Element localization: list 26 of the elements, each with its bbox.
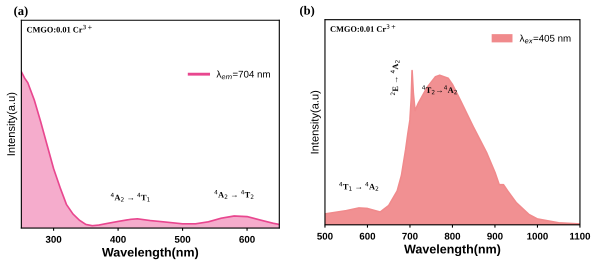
legend-label: λ$_{em}$=704 nm [216, 70, 270, 80]
chart-title: (b) [300, 6, 314, 18]
text: CMGO:0.01 Cr$^{3+}$ [26, 24, 92, 33]
x-tick-label: 900 [487, 232, 503, 240]
x-tick-label: 300 [46, 236, 62, 243]
y-axis-title: Intensity(a.u) [6, 92, 18, 156]
x-tick-label: 1100 [570, 232, 590, 240]
x-tick-label: 600 [239, 236, 255, 243]
x-axis-title: Wavelength(nm) [102, 248, 198, 260]
legend-label: λ$_{ex}$=405 nm [520, 34, 570, 44]
x-tick-label: 500 [317, 232, 333, 240]
annotation: $^{4}$T$_{1}$ → $^{4}$A$_{2}$ [339, 182, 378, 191]
chart-title: (a) [14, 6, 28, 18]
annotation: $^{2}$E → $^{4}$A$_{2}$ [390, 60, 400, 96]
x-tick-label: 700 [402, 232, 418, 240]
x-tick-label: 500 [174, 236, 190, 243]
annotation: $^{4}$A$_{2}$ → $^{4}$T$_{2}$ [214, 190, 254, 199]
y-axis-title: Intensity(a.u) [310, 90, 321, 154]
annotation: $^{4}$T$_{2}$→$^{4}$A$_{2}$ [422, 85, 457, 94]
text: CMGO:0.01 Cr$^{3+}$ [330, 24, 396, 32]
annotation: $^{4}$A$_{2}$ → $^{4}$T$_{1}$ [110, 192, 150, 202]
x-tick-label: 800 [444, 232, 460, 240]
x-tick-label: 1000 [527, 232, 548, 240]
x-tick-label: 600 [360, 232, 376, 240]
x-axis-title: Wavelength(nm) [404, 244, 500, 256]
x-tick-label: 400 [110, 236, 126, 243]
